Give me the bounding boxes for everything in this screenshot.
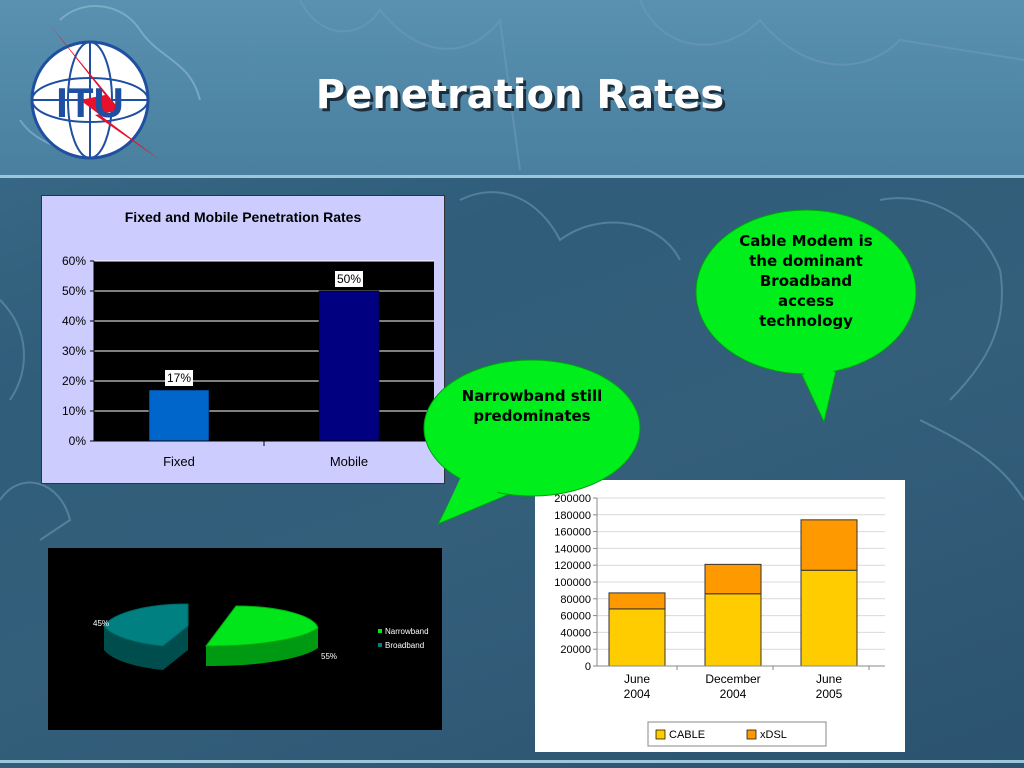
- stacked-chart-svg: 0 20000 40000 60000 80000 100000 120000 140000 1…: [554, 493, 885, 747]
- bar-fixed: [148, 389, 210, 442]
- narrowband-bubble-text: Narrowband still predominates: [461, 387, 603, 425]
- pie-slice-narrowband-edge: [206, 628, 318, 667]
- data-label-bg: [165, 370, 193, 386]
- pie-slice-narrowband: [205, 605, 319, 647]
- y-tick-label: 20%: [62, 374, 86, 388]
- bar-xdsl-0: [608, 592, 666, 610]
- broadband-stacked-chart: 0 20000 40000 60000 80000 100000 120000 140000 1…: [535, 480, 905, 752]
- bar-mobile: [318, 290, 380, 442]
- y-tick-label: 60%: [62, 254, 86, 268]
- y-tick-label: 40000: [560, 627, 591, 639]
- y-tick-label: 10%: [62, 404, 86, 418]
- narrowband-bubble: [423, 359, 641, 525]
- y-tick-label: 0: [585, 661, 591, 673]
- pie-slice-broadband-edge: [104, 626, 163, 670]
- legend-swatch-narrowband: [378, 629, 382, 633]
- penetration-chart-svg: Fixed and Mobile Penetration Rates 0% 10%…: [62, 209, 434, 469]
- x-tick-label: June: [624, 672, 650, 686]
- bar-xdsl-1: [704, 563, 762, 595]
- y-tick-label: 20000: [560, 644, 591, 656]
- y-tick-label: 100000: [554, 577, 591, 589]
- penetration-bar-chart: Fixed and Mobile Penetration Rates 0% 10%…: [41, 195, 445, 484]
- logo-text: ITU: [56, 79, 124, 126]
- y-tick-label: 80000: [560, 594, 591, 606]
- legend-label-narrowband: Narrowband: [385, 627, 429, 636]
- y-tick-label: 50%: [62, 284, 86, 298]
- y-tick-label: 200000: [554, 493, 591, 505]
- legend-swatch-cable: [655, 729, 666, 740]
- y-tick-label: 120000: [554, 560, 591, 572]
- cable-bubble: [695, 209, 917, 424]
- bar-cable-1: [704, 593, 762, 667]
- y-tick-label: 60000: [560, 611, 591, 623]
- pie-slice-broadband-side: [163, 626, 188, 670]
- x-tick-label: December: [705, 672, 760, 686]
- x-tick-label: 2005: [816, 687, 843, 701]
- pie-label-narrowband: 55%: [321, 652, 337, 661]
- chart-title: Fixed and Mobile Penetration Rates: [125, 209, 362, 225]
- y-tick-label: 160000: [554, 527, 591, 539]
- x-tick-label: 2004: [720, 687, 747, 701]
- data-label-mobile: 50%: [337, 272, 361, 286]
- y-tick-label: 0%: [69, 434, 87, 448]
- bar-xdsl-2: [800, 519, 858, 571]
- bar-cable-0: [608, 608, 666, 667]
- legend-label-broadband: Broadband: [385, 641, 424, 650]
- legend-label-cable: CABLE: [669, 729, 705, 741]
- y-tick-label: 30%: [62, 344, 86, 358]
- legend-swatch-broadband: [378, 643, 382, 647]
- legend-label-xdsl: xDSL: [760, 729, 787, 741]
- cable-bubble-text: Cable Modem is the dominant Broadband ac…: [739, 232, 873, 330]
- y-tick-label: 40%: [62, 314, 86, 328]
- data-label-bg: [335, 271, 363, 287]
- x-tick-label: Mobile: [330, 454, 368, 469]
- legend-box: [647, 721, 827, 747]
- x-tick-label: 2004: [624, 687, 651, 701]
- page-title: Penetration Rates: [315, 72, 725, 118]
- footer-divider: [0, 760, 1024, 763]
- data-label-fixed: 17%: [167, 371, 191, 385]
- pie-label-broadband: 45%: [93, 619, 109, 628]
- x-tick-label: June: [816, 672, 842, 686]
- header-divider: [0, 175, 1024, 178]
- y-tick-label: 180000: [554, 510, 591, 522]
- legend-swatch-xdsl: [746, 729, 757, 740]
- pie-chart-svg: 45% 55% Narrowband Broadband: [93, 603, 429, 670]
- itu-logo: ITU: [30, 25, 160, 160]
- y-tick-label: 140000: [554, 543, 591, 555]
- access-pie-chart: 45% 55% Narrowband Broadband: [48, 548, 442, 730]
- x-tick-label: Fixed: [163, 454, 195, 469]
- bar-cable-2: [800, 569, 858, 667]
